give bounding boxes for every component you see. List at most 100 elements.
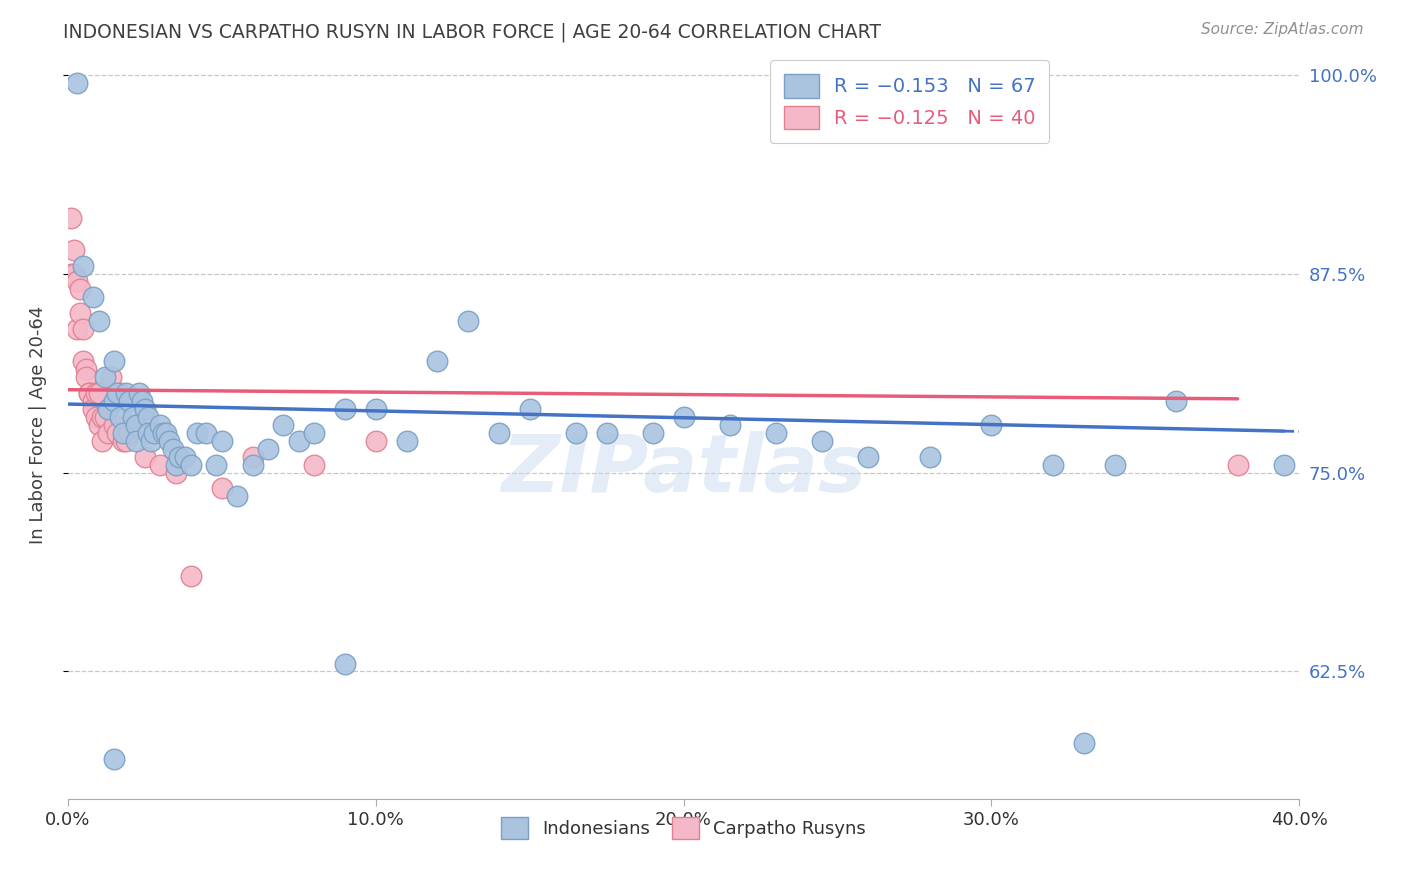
Point <box>765 425 787 440</box>
Point <box>302 458 325 472</box>
Point <box>63 243 86 257</box>
Point <box>115 385 138 400</box>
Point <box>136 425 159 440</box>
Point <box>75 362 97 376</box>
Point <box>159 434 181 448</box>
Point <box>395 434 418 448</box>
Point <box>82 401 104 416</box>
Point <box>112 425 135 440</box>
Point <box>105 425 128 440</box>
Point <box>457 314 479 328</box>
Point <box>66 322 89 336</box>
Point <box>519 401 541 416</box>
Point <box>155 425 177 440</box>
Point <box>84 409 107 424</box>
Point <box>66 275 89 289</box>
Point <box>1042 458 1064 472</box>
Text: INDONESIAN VS CARPATHO RUSYN IN LABOR FORCE | AGE 20-64 CORRELATION CHART: INDONESIAN VS CARPATHO RUSYN IN LABOR FO… <box>63 22 882 42</box>
Point <box>143 425 166 440</box>
Point <box>66 76 89 90</box>
Point <box>165 466 187 480</box>
Point <box>110 385 132 400</box>
Text: ZIPatlas: ZIPatlas <box>501 431 866 508</box>
Point <box>136 409 159 424</box>
Point <box>94 409 117 424</box>
Point <box>641 425 664 440</box>
Point <box>103 417 125 432</box>
Point <box>333 401 356 416</box>
Point <box>426 354 449 368</box>
Point <box>139 434 162 448</box>
Point <box>165 458 187 472</box>
Point <box>242 450 264 464</box>
Point <box>112 434 135 448</box>
Point <box>302 425 325 440</box>
Point <box>257 442 280 456</box>
Point <box>226 489 249 503</box>
Point <box>124 434 146 448</box>
Point <box>149 458 172 472</box>
Point <box>115 434 138 448</box>
Point <box>97 425 120 440</box>
Point <box>69 306 91 320</box>
Point <box>131 393 153 408</box>
Point <box>858 450 880 464</box>
Point <box>152 425 174 440</box>
Point <box>79 385 101 400</box>
Point <box>1272 458 1295 472</box>
Point <box>364 434 387 448</box>
Point <box>87 417 110 432</box>
Point <box>1226 458 1249 472</box>
Point <box>333 657 356 671</box>
Point <box>811 434 834 448</box>
Point <box>118 425 141 440</box>
Point <box>82 393 104 408</box>
Point <box>565 425 588 440</box>
Point <box>121 409 143 424</box>
Point <box>1073 736 1095 750</box>
Point <box>100 370 122 384</box>
Point <box>124 417 146 432</box>
Point <box>149 417 172 432</box>
Point <box>82 290 104 304</box>
Point <box>87 385 110 400</box>
Point <box>195 425 218 440</box>
Point <box>59 267 82 281</box>
Point <box>84 385 107 400</box>
Point <box>273 417 295 432</box>
Point <box>72 354 94 368</box>
Point <box>211 434 233 448</box>
Point <box>211 482 233 496</box>
Point <box>128 385 150 400</box>
Point <box>672 409 695 424</box>
Point <box>97 401 120 416</box>
Point <box>118 393 141 408</box>
Point <box>90 409 112 424</box>
Point <box>1164 393 1187 408</box>
Point <box>79 385 101 400</box>
Point <box>1104 458 1126 472</box>
Text: Source: ZipAtlas.com: Source: ZipAtlas.com <box>1201 22 1364 37</box>
Legend: Indonesians, Carpatho Rusyns: Indonesians, Carpatho Rusyns <box>494 809 873 846</box>
Point <box>105 385 128 400</box>
Point <box>94 370 117 384</box>
Point <box>180 458 202 472</box>
Point <box>110 409 132 424</box>
Point <box>75 370 97 384</box>
Point <box>134 450 156 464</box>
Point <box>718 417 741 432</box>
Point <box>173 450 195 464</box>
Point <box>103 393 125 408</box>
Point <box>167 450 190 464</box>
Point <box>204 458 226 472</box>
Point <box>186 425 208 440</box>
Point <box>103 752 125 766</box>
Point <box>980 417 1002 432</box>
Point <box>103 354 125 368</box>
Point <box>69 282 91 296</box>
Point <box>162 442 184 456</box>
Point <box>72 259 94 273</box>
Point <box>72 322 94 336</box>
Point <box>488 425 510 440</box>
Point <box>87 314 110 328</box>
